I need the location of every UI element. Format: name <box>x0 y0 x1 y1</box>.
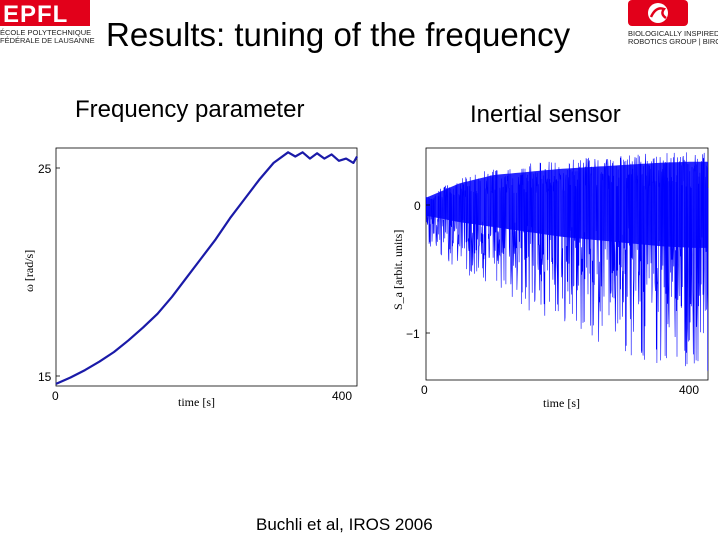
inertial-sensor-chart: 0 −1 0 400 time [s] S_a [arbit. units] <box>391 147 709 410</box>
epfl-logo-line1: ÉCOLE POLYTECHNIQUE <box>0 28 91 37</box>
inertial-chart-title: Inertial sensor <box>470 101 621 128</box>
left-xtick-400: 400 <box>332 389 352 403</box>
frequency-plot-frame <box>55 147 358 387</box>
frequency-chart-title: Frequency parameter <box>75 96 305 123</box>
right-ylabel: S_a [arbit. units] <box>391 230 405 310</box>
svg-text:EPFL: EPFL <box>3 1 68 28</box>
biorob-logo: BIOLOGICALLY INSPIRED ROBOTICS GROUP | B… <box>628 0 718 46</box>
left-xlabel: time [s] <box>178 395 215 409</box>
right-xtick-0: 0 <box>421 383 428 397</box>
biorob-logo-line2: ROBOTICS GROUP | BIRG <box>628 37 718 46</box>
biorob-logo-line1: BIOLOGICALLY INSPIRED <box>628 29 718 38</box>
right-xtick-400: 400 <box>679 383 699 397</box>
epfl-logo: EPFL ÉCOLE POLYTECHNIQUE FÉDÉRALE DE LAU… <box>0 0 95 45</box>
epfl-logo-line2: FÉDÉRALE DE LAUSANNE <box>0 36 95 45</box>
right-ytick-minus1: −1 <box>406 327 420 341</box>
left-xtick-0: 0 <box>52 389 59 403</box>
frequency-series-line <box>55 151 358 385</box>
left-ytick-15: 15 <box>38 370 52 384</box>
inertial-series-line <box>425 152 709 371</box>
slide-title: Results: tuning of the frequency <box>106 16 571 53</box>
right-ytick-0: 0 <box>414 199 421 213</box>
left-ytick-25: 25 <box>38 162 52 176</box>
frequency-chart: 25 15 0 400 time [s] ω [rad/s] <box>22 147 358 409</box>
right-xlabel: time [s] <box>543 396 580 410</box>
left-ylabel: ω [rad/s] <box>22 250 36 292</box>
citation: Buchli et al, IROS 2006 <box>256 515 433 534</box>
